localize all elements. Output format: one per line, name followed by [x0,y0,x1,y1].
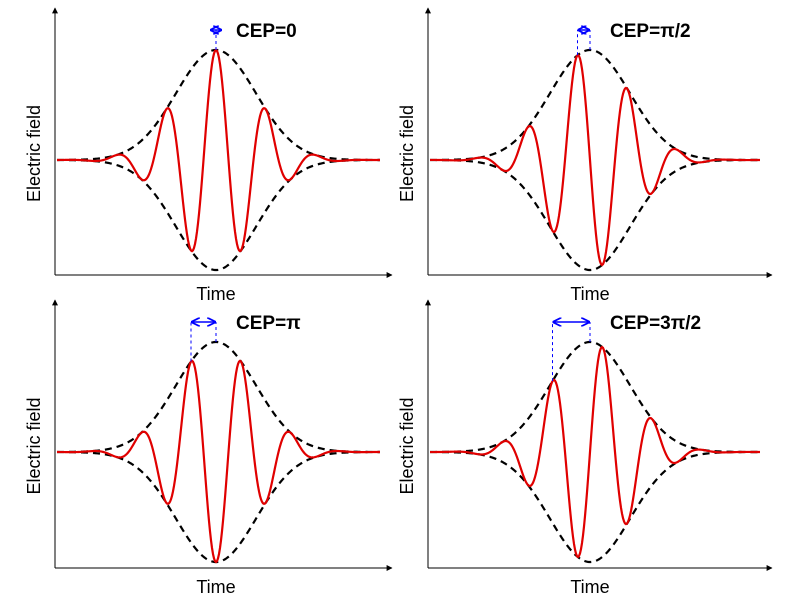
cep-label: CEP=π/2 [610,21,691,42]
envelope [430,450,760,564]
x-axis-label: Time [196,284,235,304]
field [57,359,380,564]
envelope [56,340,381,454]
envelope [430,48,760,162]
x-axis-label: Time [570,577,609,597]
field [430,53,760,267]
y-axis-label: Electric field [397,397,417,494]
cep-label: CEP=0 [236,21,297,42]
y-axis-label: Electric field [24,105,44,202]
envelope [56,48,381,162]
y-axis-label: Electric field [397,105,417,202]
x-axis-label: Time [570,284,609,304]
y-axis-label: Electric field [24,397,44,494]
field [430,345,760,559]
field [57,48,380,253]
envelope [56,450,381,564]
cep-label: CEP=3π/2 [610,313,701,334]
x-axis-label: Time [196,577,235,597]
cep-label: CEP=π [236,313,301,334]
envelope [56,158,381,272]
